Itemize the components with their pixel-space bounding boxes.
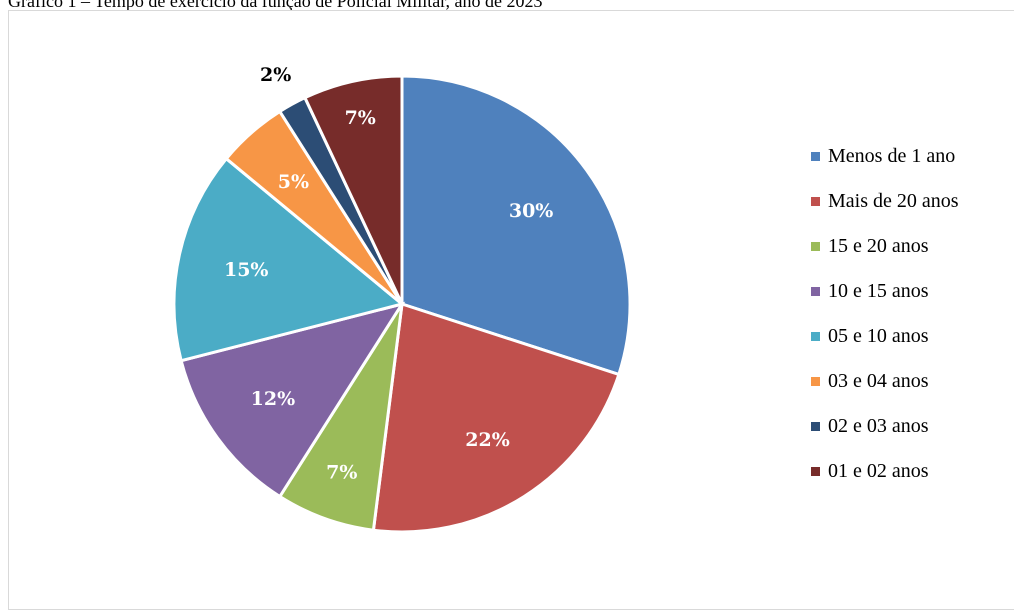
slice-data-label: 2% bbox=[260, 64, 291, 86]
pie-slice bbox=[371, 302, 621, 534]
chart-legend: Menos de 1 ano Mais de 20 anos 15 e 20 ano… bbox=[811, 134, 959, 494]
slice-data-label: 30% bbox=[509, 200, 554, 222]
legend-swatch bbox=[811, 467, 820, 476]
pie-slice bbox=[400, 74, 632, 377]
legend-item: Mais de 20 anos bbox=[811, 179, 959, 224]
legend-label: 05 e 10 anos bbox=[828, 325, 929, 347]
legend-item: 15 e 20 anos bbox=[811, 224, 959, 269]
legend-label: Menos de 1 ano bbox=[828, 145, 956, 167]
slice-data-label: 7% bbox=[345, 107, 376, 129]
legend-label: Mais de 20 anos bbox=[828, 190, 959, 212]
slice-data-label: 22% bbox=[465, 429, 510, 451]
pie-slice bbox=[172, 156, 406, 363]
legend-swatch bbox=[811, 242, 820, 251]
legend-swatch bbox=[811, 377, 820, 386]
legend-label: 03 e 04 anos bbox=[828, 370, 929, 392]
legend-swatch bbox=[811, 287, 820, 296]
legend-item: 05 e 10 anos bbox=[811, 314, 959, 359]
pie-slice bbox=[179, 301, 406, 499]
legend-swatch bbox=[811, 152, 820, 161]
legend-item: 03 e 04 anos bbox=[811, 359, 959, 404]
legend-label: 01 e 02 anos bbox=[828, 460, 929, 482]
legend-label: 10 e 15 anos bbox=[828, 280, 929, 302]
slice-data-label: 7% bbox=[326, 461, 357, 483]
slice-data-label: 5% bbox=[278, 171, 309, 193]
pie-slice bbox=[302, 74, 404, 305]
legend-label: 02 e 03 anos bbox=[828, 415, 929, 437]
legend-item: 10 e 15 anos bbox=[811, 269, 959, 314]
slice-data-label: 15% bbox=[224, 259, 269, 281]
legend-label: 15 e 20 anos bbox=[828, 235, 929, 257]
legend-swatch bbox=[811, 197, 820, 206]
legend-swatch bbox=[811, 332, 820, 341]
legend-swatch bbox=[811, 422, 820, 431]
legend-item: 01 e 02 anos bbox=[811, 449, 959, 494]
legend-item: 02 e 03 anos bbox=[811, 404, 959, 449]
pie-chart: 30% 22% 7% 12% 15% 5% 2% 7% bbox=[172, 64, 632, 534]
chart-title: Gráfico 1 – Tempo de exercício da função… bbox=[8, 0, 543, 11]
slice-data-label: 12% bbox=[251, 388, 296, 410]
legend-item: Menos de 1 ano bbox=[811, 134, 959, 179]
